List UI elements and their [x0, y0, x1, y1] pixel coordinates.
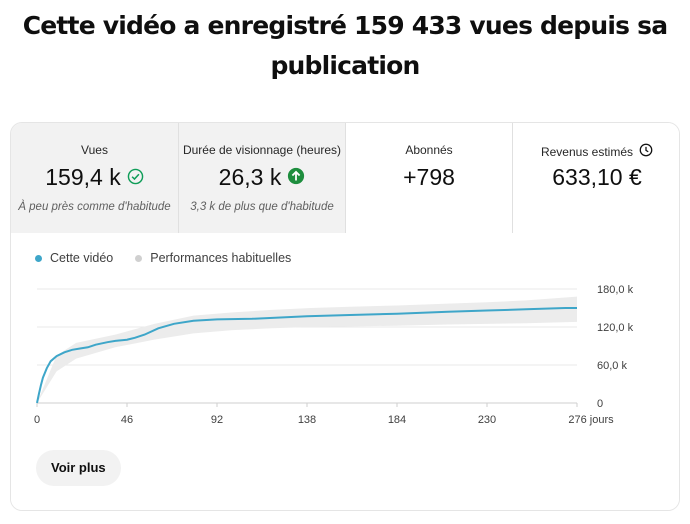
- y-tick-label: 0: [597, 398, 603, 410]
- legend-item-this-video: Cette vidéo: [35, 251, 113, 265]
- metric-tab-watch-time[interactable]: Durée de visionnage (heures) 26,3 k 3,3 …: [179, 123, 346, 233]
- y-tick-label: 180,0 k: [597, 284, 634, 296]
- views-line-chart[interactable]: 0 60,0 k 120,0 k 180,0 k 0 46 92 138 184 230 276 j…: [11, 233, 680, 433]
- x-tick-label: 0: [34, 414, 40, 426]
- metrics-row: Vues 159,4 k À peu près comme d'habitude…: [11, 123, 679, 233]
- x-tick-label: 230: [478, 414, 496, 426]
- see-more-button[interactable]: Voir plus: [36, 450, 121, 486]
- metric-value: 26,3 k: [218, 164, 282, 190]
- legend-label: Cette vidéo: [50, 251, 114, 265]
- legend-dot: [135, 254, 143, 262]
- metric-tab-revenue[interactable]: Revenus estimés 633,10 €: [513, 123, 679, 233]
- legend-label: Performances habituelles: [150, 251, 292, 265]
- metric-title: Abonnés: [405, 143, 453, 157]
- x-tick-label: 46: [121, 414, 133, 426]
- metric-value: +798: [403, 164, 455, 190]
- x-tick-label: 138: [298, 414, 316, 426]
- page-title: Cette vidéo a enregistré 159 433 vues de…: [22, 11, 668, 80]
- metric-subtitle: 3,3 k de plus que d'habitude: [190, 201, 334, 213]
- analytics-card: Vues 159,4 k À peu près comme d'habitude…: [10, 122, 680, 511]
- chart-area: Cette vidéo Performances habituelles 0 60…: [11, 233, 680, 510]
- chart-legend: Cette vidéo Performances habituelles: [35, 251, 291, 265]
- legend-dot: [35, 254, 42, 262]
- check-circle-icon: [127, 163, 144, 191]
- clock-icon[interactable]: [639, 143, 653, 160]
- x-tick-label: 92: [211, 414, 223, 426]
- metric-title: Vues: [81, 143, 108, 157]
- metric-value: 159,4 k: [45, 164, 121, 190]
- arrow-up-circle-icon: [287, 163, 305, 191]
- y-tick-label: 120,0 k: [597, 322, 634, 334]
- x-tick-label: 184: [388, 414, 406, 426]
- legend-item-typical: Performances habituelles: [135, 251, 291, 265]
- metric-title: Revenus estimés: [540, 144, 634, 159]
- y-tick-label: 60,0 k: [597, 360, 627, 372]
- metric-subtitle: À peu près comme d'habitude: [18, 201, 171, 213]
- x-tick-label: 276 jours: [568, 414, 614, 426]
- this-video-line: [36, 307, 577, 404]
- metric-value: 633,10 €: [552, 164, 642, 190]
- metric-tab-subscribers[interactable]: Abonnés +798: [346, 123, 513, 233]
- metric-tab-views[interactable]: Vues 159,4 k À peu près comme d'habitude: [11, 123, 179, 233]
- metric-title: Durée de visionnage (heures): [182, 143, 342, 157]
- typical-performance-band: [37, 296, 577, 403]
